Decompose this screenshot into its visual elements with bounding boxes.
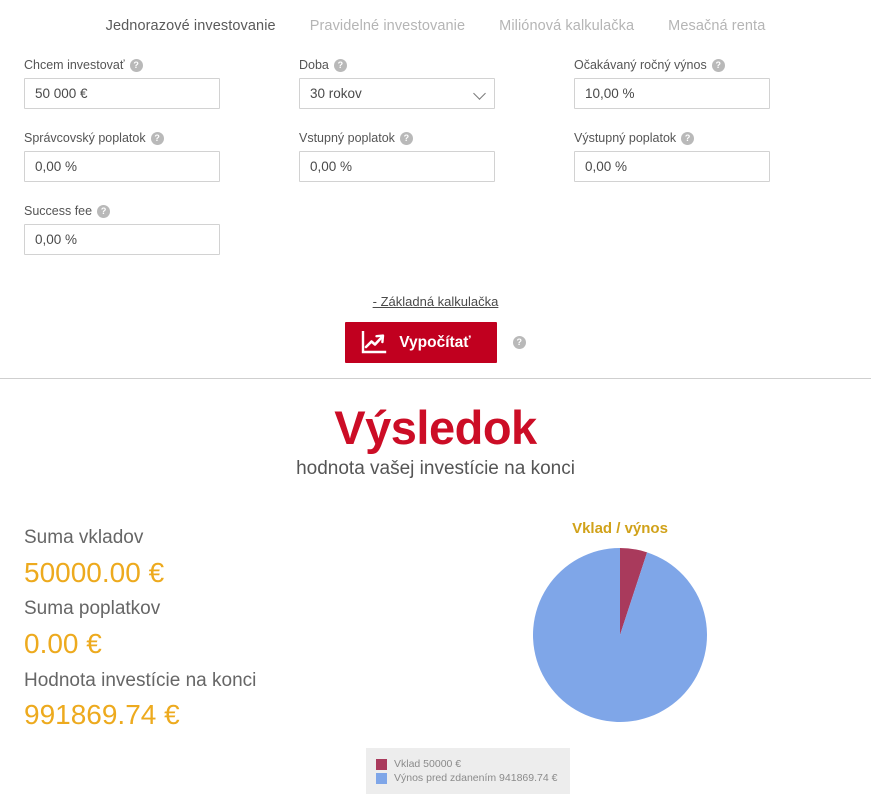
form-row-1: Chcem investovať ? Doba ? 30 rokov (0, 58, 871, 131)
entry-fee-input[interactable] (299, 151, 495, 182)
help-icon[interactable]: ? (512, 336, 526, 349)
label-success-fee: Success fee ? (24, 204, 220, 218)
calculate-button-label: Vypočítať (399, 333, 471, 351)
chart-title: Vklad / výnos (572, 520, 668, 537)
chart-legend: Vklad 50000 € Výnos pred zdanením 941869… (366, 748, 570, 794)
page-title: Výsledok (334, 401, 537, 454)
help-icon[interactable]: ? (399, 131, 413, 145)
field-vstupny-poplatok: Vstupný poplatok ? (299, 131, 495, 182)
pie-slice[interactable] (620, 548, 648, 635)
label-doba: Doba ? (299, 58, 495, 72)
label-vystupny-poplatok: Výstupný poplatok ? (574, 131, 770, 145)
tab-milionova-kalkulacka[interactable]: Miliónová kalkulačka (499, 18, 635, 34)
label-text: Success fee (24, 204, 93, 218)
label-vstupny-poplatok: Vstupný poplatok ? (299, 131, 495, 145)
pie-wrap (460, 547, 780, 723)
investment-form: Chcem investovať ? Doba ? 30 rokov (0, 58, 871, 277)
field-chcem-investovat: Chcem investovať ? (24, 58, 220, 109)
summary-value-final-value: 991869.74 € (24, 699, 180, 731)
calculate-row: Vypočítať ? (0, 322, 871, 363)
legend-swatch-vklad (376, 758, 387, 770)
mgmt-fee-input[interactable] (24, 151, 220, 182)
label-spravcovsky-poplatok: Správcovský poplatok ? (24, 131, 220, 145)
help-icon[interactable]: ? (681, 131, 695, 145)
form-row-3: Success fee ? (0, 204, 871, 277)
summary-label-deposits: Suma vkladov (24, 527, 144, 548)
field-vystupny-poplatok: Výstupný poplatok ? (574, 131, 770, 182)
pie-chart-container: Vklad / výnos (460, 520, 780, 723)
summary-value-fees: 0.00 € (24, 627, 102, 659)
help-icon[interactable]: ? (97, 204, 111, 218)
tab-pravidelne-investovanie[interactable]: Pravidelné investovanie (309, 18, 466, 34)
period-select-wrap: 30 rokov (299, 78, 495, 109)
pie-chart (533, 548, 707, 722)
summary-label-fees: Suma poplatkov (24, 598, 161, 620)
help-icon[interactable]: ? (150, 131, 164, 145)
legend-item-vklad[interactable]: Vklad 50000 € (376, 758, 560, 770)
summary-label-final-value: Hodnota investície na konci (24, 669, 257, 691)
label-text: Výstupný poplatok (574, 131, 677, 145)
label-text: Očakávaný ročný výnos (574, 58, 707, 72)
field-success-fee: Success fee ? (24, 204, 220, 255)
label-text: Chcem investovať (24, 58, 125, 72)
chart-arrow-icon (362, 330, 387, 353)
success-fee-input[interactable] (24, 224, 220, 255)
label-text: Doba (299, 58, 329, 72)
legend-label-vklad: Vklad 50000 € (394, 758, 462, 770)
period-select[interactable]: 30 rokov (299, 78, 495, 109)
tab-jednorazove-investovanie[interactable]: Jednorazové investovanie (105, 18, 276, 34)
result-summary: Suma vkladov 50000.00 € Suma poplatkov 0… (24, 524, 324, 738)
label-text: Správcovský poplatok (24, 131, 146, 145)
tab-mesacna-renta[interactable]: Mesačná renta (668, 18, 766, 34)
legend-item-vynos[interactable]: Výnos pred zdanením 941869.74 € (376, 772, 560, 784)
field-spravcovsky-poplatok: Správcovský poplatok ? (24, 131, 220, 182)
label-chcem-investovat: Chcem investovať ? (24, 58, 220, 72)
label-ocakavany-rocny-vynos: Očakávaný ročný výnos ? (574, 58, 770, 72)
help-icon[interactable]: ? (129, 58, 143, 72)
label-text: Vstupný poplatok (299, 131, 395, 145)
pie-slice[interactable] (533, 548, 707, 722)
summary-value-deposits: 50000.00 € (24, 556, 165, 588)
yield-input[interactable] (574, 78, 770, 109)
field-doba: Doba ? 30 rokov (299, 58, 495, 109)
form-row-2: Správcovský poplatok ? Vstupný poplatok … (0, 131, 871, 204)
calculate-button[interactable]: Vypočítať (345, 322, 497, 363)
section-divider (0, 378, 871, 379)
basic-calculator-link[interactable]: - Základná kalkulačka (0, 294, 871, 309)
page-subtitle: hodnota vašej investície na konci (296, 458, 575, 479)
basic-calculator-link-text: - Základná kalkulačka (372, 294, 499, 309)
tab-bar: Jednorazové investovanie Pravidelné inve… (0, 18, 871, 34)
amount-input[interactable] (24, 78, 220, 109)
exit-fee-input[interactable] (574, 151, 770, 182)
legend-label-vynos: Výnos pred zdanením 941869.74 € (394, 772, 558, 784)
help-icon[interactable]: ? (711, 58, 725, 72)
field-ocakavany-rocny-vynos: Očakávaný ročný výnos ? (574, 58, 770, 109)
legend-swatch-vynos (376, 772, 387, 784)
help-icon[interactable]: ? (333, 58, 347, 72)
